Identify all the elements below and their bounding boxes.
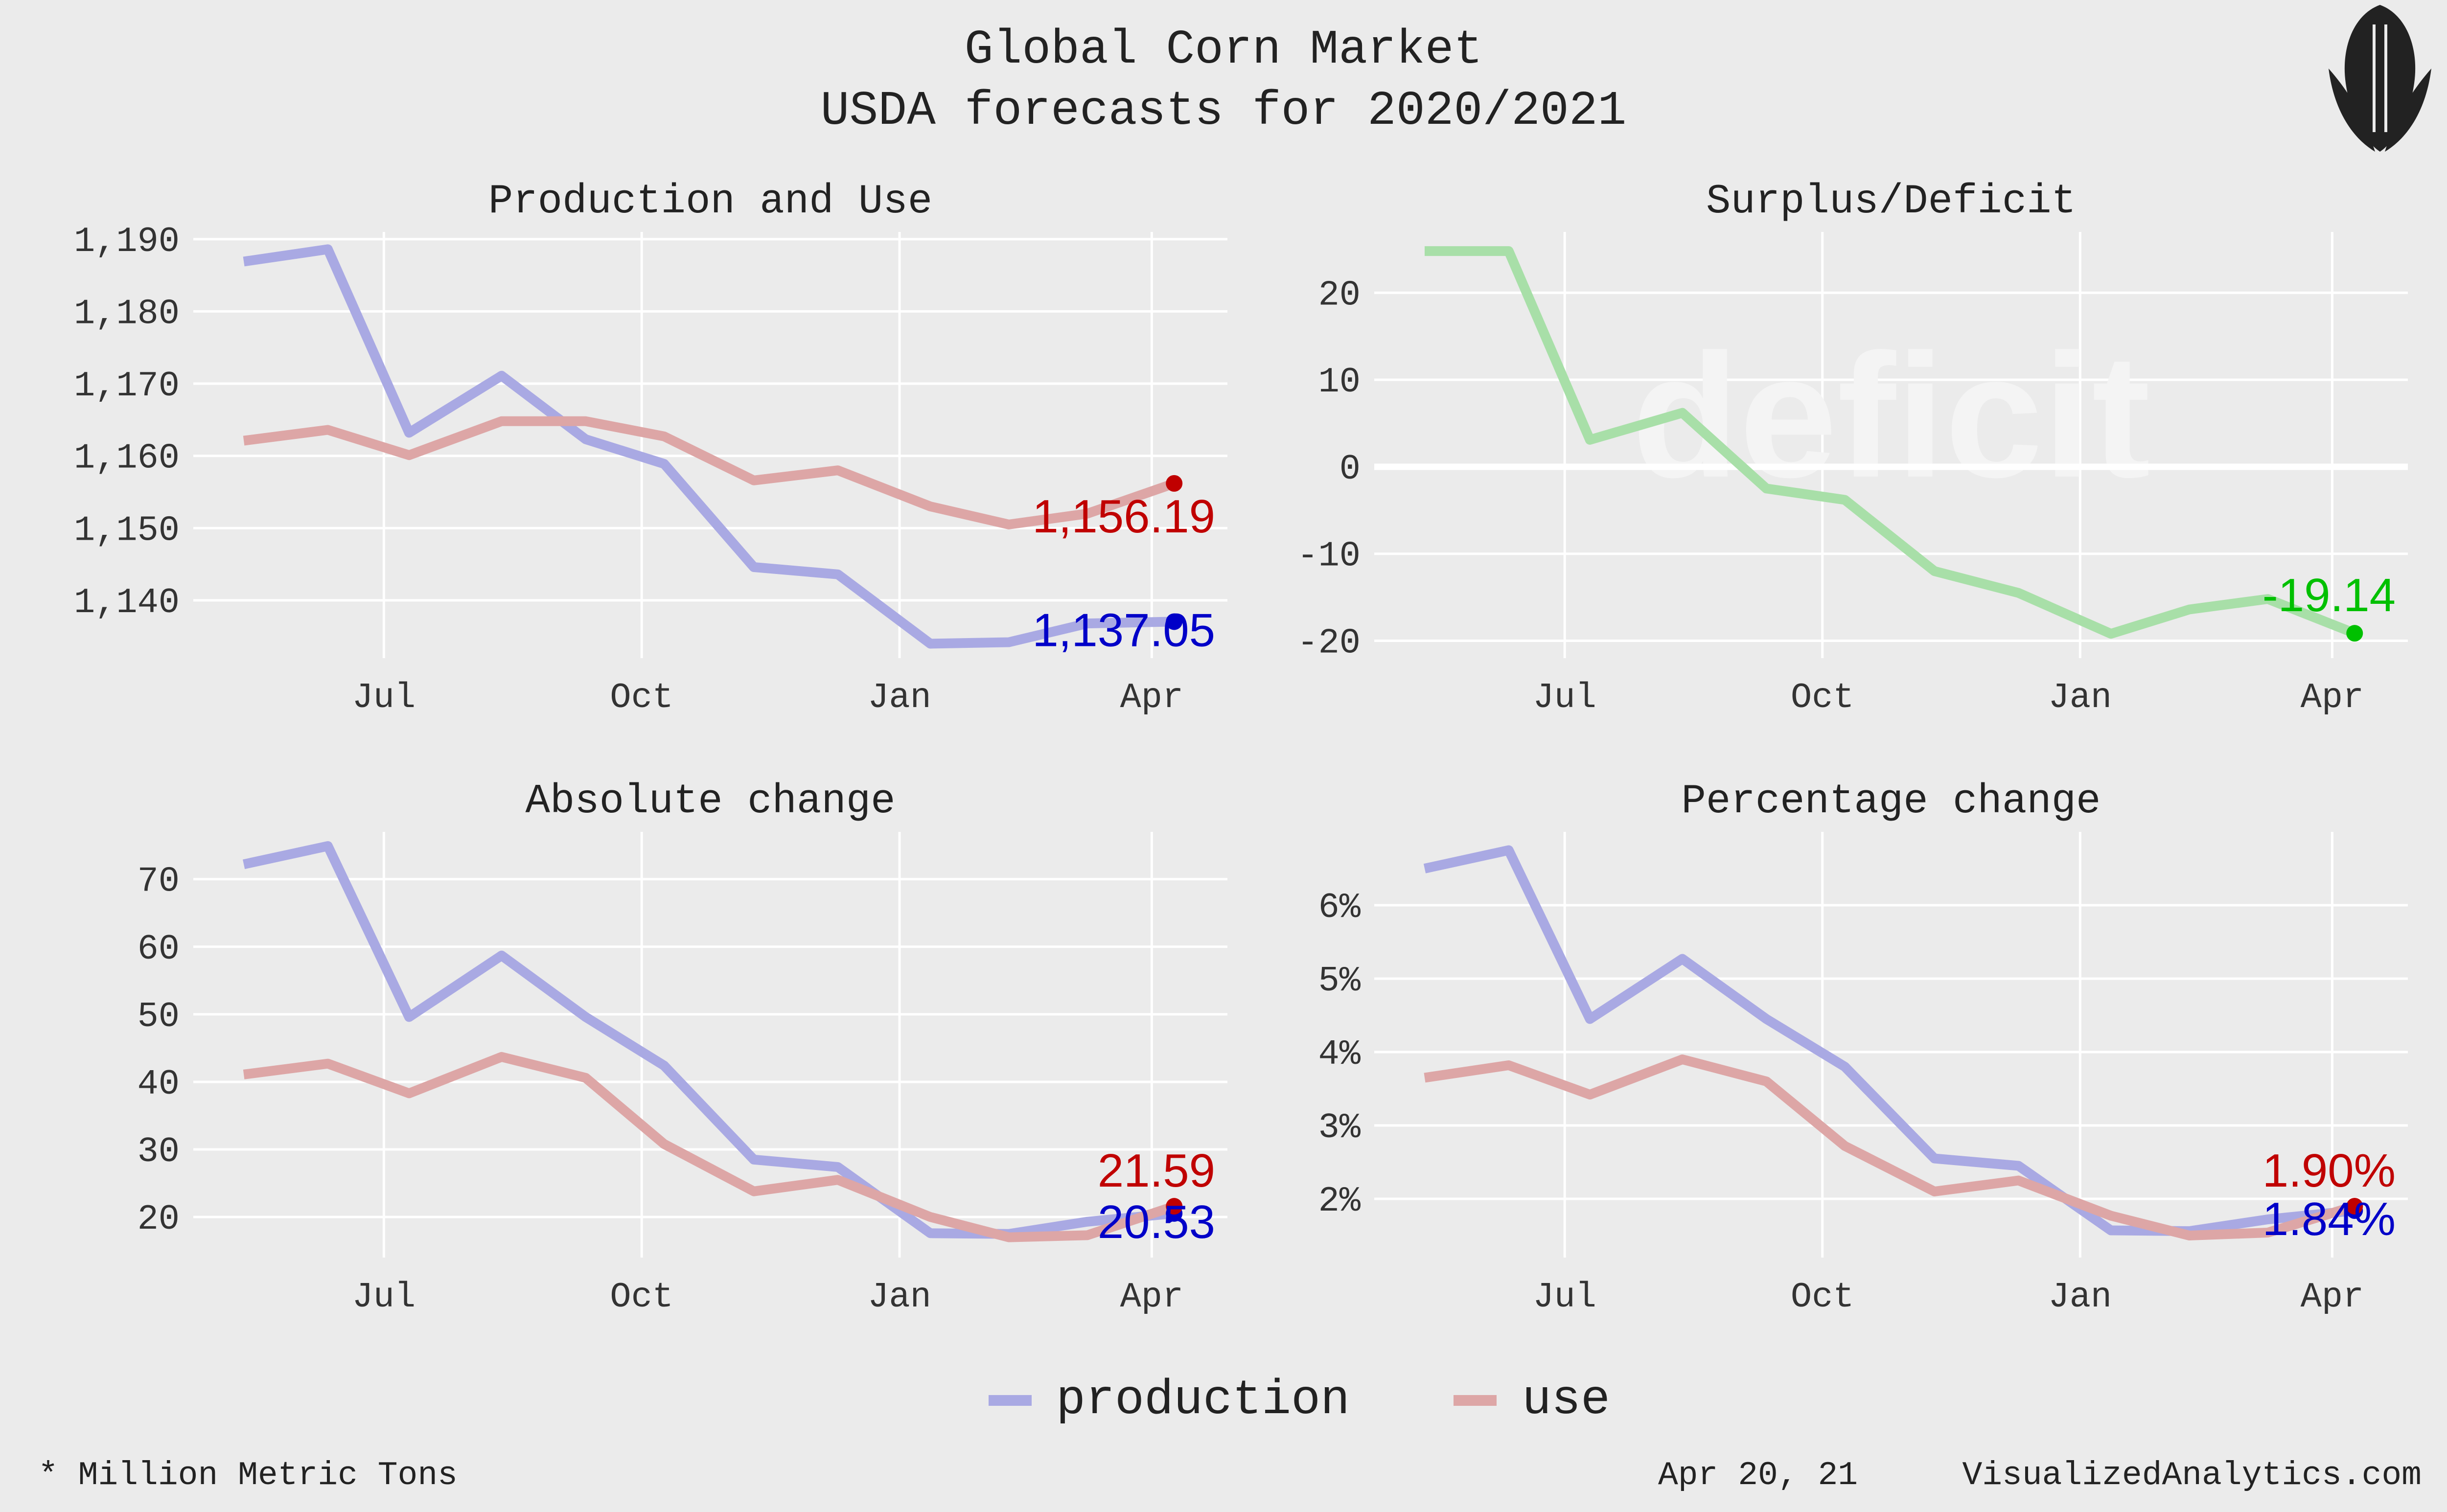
deficit-watermark: deficit [1632,318,2150,514]
end-value-label: 1.84% [2262,1193,2396,1245]
x-tick-label: Apr [1120,1277,1184,1317]
x-tick-label: Apr [2301,678,2364,718]
y-tick-label: 1,150 [74,510,180,550]
x-tick-label: Jul [1533,678,1596,718]
x-tick-label: Oct [610,1277,673,1317]
x-tick-label: Jul [352,1277,416,1317]
y-tick-label: 1,140 [74,583,180,623]
series-line-use [243,416,1176,529]
x-tick-label: Apr [2301,1277,2364,1317]
panel-percentage-change: 2% 3% 4% 5% 6% Jul Oct Jan Apr Percentage change 1… [1318,779,2408,1317]
series-line-use [1424,1054,2356,1240]
x-tick-label: Oct [610,678,673,718]
y-tick-label: 50 [138,997,180,1037]
plot-area [193,832,1227,1258]
x-tick-label: Oct [1791,1277,1854,1317]
panel-title: Surplus/Deficit [1706,179,2076,225]
y-tick-label: 0 [1339,449,1361,489]
x-tick-label: Jul [352,678,416,718]
series-line-production [242,841,1175,1239]
series-line-use [243,1052,1176,1242]
legend-use-label: use [1522,1373,1610,1428]
legend: production use [989,1373,1610,1428]
y-tick-label: 60 [138,929,180,969]
end-value-label: 1,137.05 [1032,604,1215,656]
series-line-production [1423,845,2355,1236]
end-value-label: -19.14 [2262,569,2396,621]
x-tick-label: Oct [1791,678,1854,718]
series-end-point-surplus [2346,625,2363,642]
y-tick-label: 20 [1318,275,1361,315]
series-end-point-use [2346,1198,2363,1214]
x-tick-label: Jul [1533,1277,1596,1317]
x-tick-label: Apr [1120,678,1184,718]
footnote: * Million Metric Tons [38,1457,458,1494]
series-end-point-production [1166,613,1183,630]
y-tick-label: 2% [1318,1181,1361,1221]
y-tick-label: 40 [138,1064,180,1104]
y-tick-label: 3% [1318,1108,1361,1148]
y-tick-label: 6% [1318,888,1361,928]
end-value-label: 21.59 [1098,1145,1215,1197]
y-tick-label: 4% [1318,1034,1361,1075]
series-end-point-use [1166,475,1183,492]
plot-area [1374,232,2408,658]
y-tick-label: 1,180 [74,294,180,334]
corn-icon [2329,5,2431,152]
y-tick-label: 10 [1318,362,1361,402]
panel-absolute-change: 20 30 40 50 60 70 Jul Oct Jan Apr Absolute change 2… [138,779,1227,1317]
series-line-production [243,244,1175,649]
end-value-label: 20.53 [1098,1196,1215,1248]
y-tick-label: 1,190 [74,222,180,262]
panel-production-use: 1,140 1,150 1,160 1,170 1,180 1,190 Jul Oct Jan A… [74,179,1227,718]
y-tick-label: 5% [1318,961,1361,1001]
source-credit: VisualizedAnalytics.com [1962,1457,2422,1494]
x-tick-label: Jan [868,1277,931,1317]
end-value-label: 1.90% [2262,1145,2396,1197]
y-tick-label: -20 [1297,623,1361,663]
y-tick-label: 1,160 [74,438,180,479]
series-line-surplus [1425,246,2356,639]
series-end-point-use [1166,1198,1183,1215]
y-tick-label: 30 [138,1132,180,1172]
plot-area [1374,832,2408,1258]
legend-production-label: production [1056,1373,1350,1428]
x-tick-label: Jan [868,678,931,718]
panel-surplus-deficit: -20 -10 0 10 20 Jul Oct Jan Apr Surplus/Deficit de… [1297,179,2408,718]
y-tick-label: 20 [138,1199,180,1239]
y-tick-label: -10 [1297,536,1361,576]
figure-subtitle: USDA forecasts for 2020/2021 [821,84,1627,138]
panel-title: Absolute change [525,779,895,825]
date-label: Apr 20, 21 [1658,1457,1858,1494]
x-tick-label: Jan [2049,1277,2112,1317]
end-value-label: 1,156.19 [1032,490,1215,543]
x-tick-label: Jan [2049,678,2112,718]
y-tick-label: 1,170 [74,366,180,406]
y-tick-label: 70 [138,862,180,902]
panel-title: Percentage change [1682,779,2101,825]
figure-title: Global Corn Market [965,23,1483,77]
panel-title: Production and Use [488,179,932,225]
